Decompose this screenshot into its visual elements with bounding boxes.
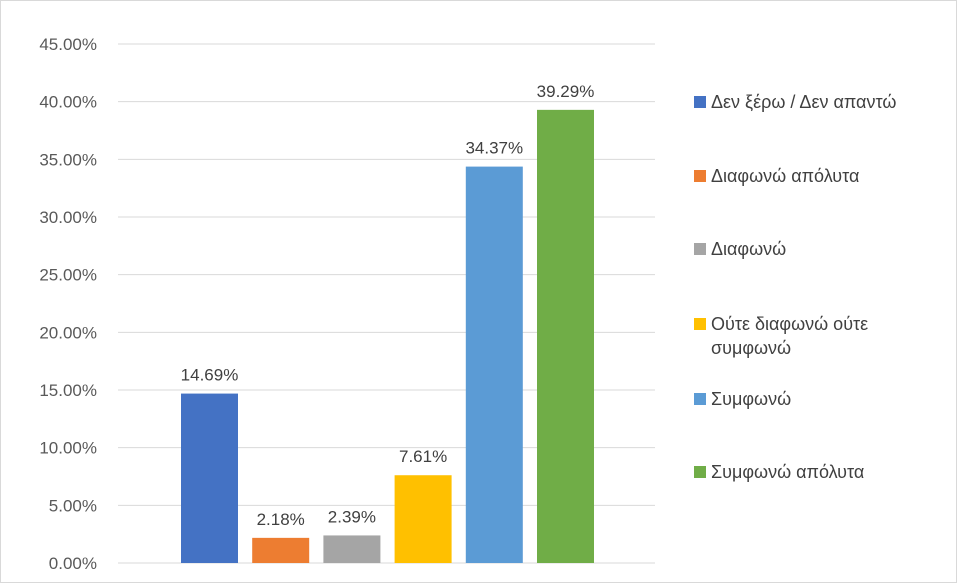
legend-label: Συμφωνώ	[711, 389, 792, 409]
legend-label: Διαφωνώ	[711, 239, 787, 259]
data-label: 39.29%	[537, 82, 595, 101]
data-label: 34.37%	[465, 139, 523, 158]
y-tick-label: 10.00%	[39, 439, 97, 458]
legend-item: Συμφωνώ	[694, 387, 952, 411]
y-tick-label: 35.00%	[39, 150, 97, 169]
bar	[537, 109, 594, 563]
y-tick-label: 0.00%	[49, 554, 97, 573]
y-tick-label: 40.00%	[39, 93, 97, 112]
legend-swatch	[694, 318, 706, 330]
legend-swatch	[694, 170, 706, 182]
bars	[181, 109, 594, 563]
bar	[323, 535, 381, 563]
y-axis-ticks: 0.00% 5.00% 10.00% 15.00% 20.00% 25.00% 30.00%…	[39, 35, 97, 573]
legend-swatch	[694, 243, 706, 255]
data-label: 2.18%	[257, 510, 305, 529]
bar	[465, 166, 523, 563]
data-label: 2.39%	[328, 507, 376, 526]
legend-label: Δεν ξέρω / Δεν απαντώ	[711, 92, 897, 112]
y-tick-label: 15.00%	[39, 381, 97, 400]
legend-item: Διαφωνώ απόλυτα	[694, 164, 952, 188]
y-tick-label: 45.00%	[39, 35, 97, 54]
data-label: 14.69%	[181, 366, 239, 385]
legend-swatch	[694, 393, 706, 405]
data-labels: 14.69% 2.18% 2.39% 7.61% 34.37% 39.29%	[181, 82, 595, 529]
legend-item: Συμφωνώ απόλυτα	[694, 460, 952, 484]
legend-label: Ούτε διαφωνώ ούτε συμφωνώ	[711, 314, 869, 358]
legend-item: Ούτε διαφωνώ ούτε συμφωνώ	[694, 312, 952, 360]
y-tick-label: 25.00%	[39, 266, 97, 285]
legend-label: Συμφωνώ απόλυτα	[711, 462, 865, 482]
bar	[181, 393, 238, 563]
legend-item: Διαφωνώ	[694, 237, 952, 261]
legend-item: Δεν ξέρω / Δεν απαντώ	[694, 90, 952, 114]
legend: Δεν ξέρω / Δεν απαντώ Διαφωνώ απόλυτα Διαφ…	[694, 0, 954, 583]
legend-label: Διαφωνώ απόλυτα	[711, 166, 860, 186]
legend-swatch	[694, 96, 706, 108]
y-tick-label: 5.00%	[49, 496, 97, 515]
y-tick-label: 20.00%	[39, 323, 97, 342]
bar	[394, 475, 452, 563]
y-tick-label: 30.00%	[39, 208, 97, 227]
bar	[252, 537, 310, 563]
legend-swatch	[694, 466, 706, 478]
data-label: 7.61%	[399, 447, 447, 466]
